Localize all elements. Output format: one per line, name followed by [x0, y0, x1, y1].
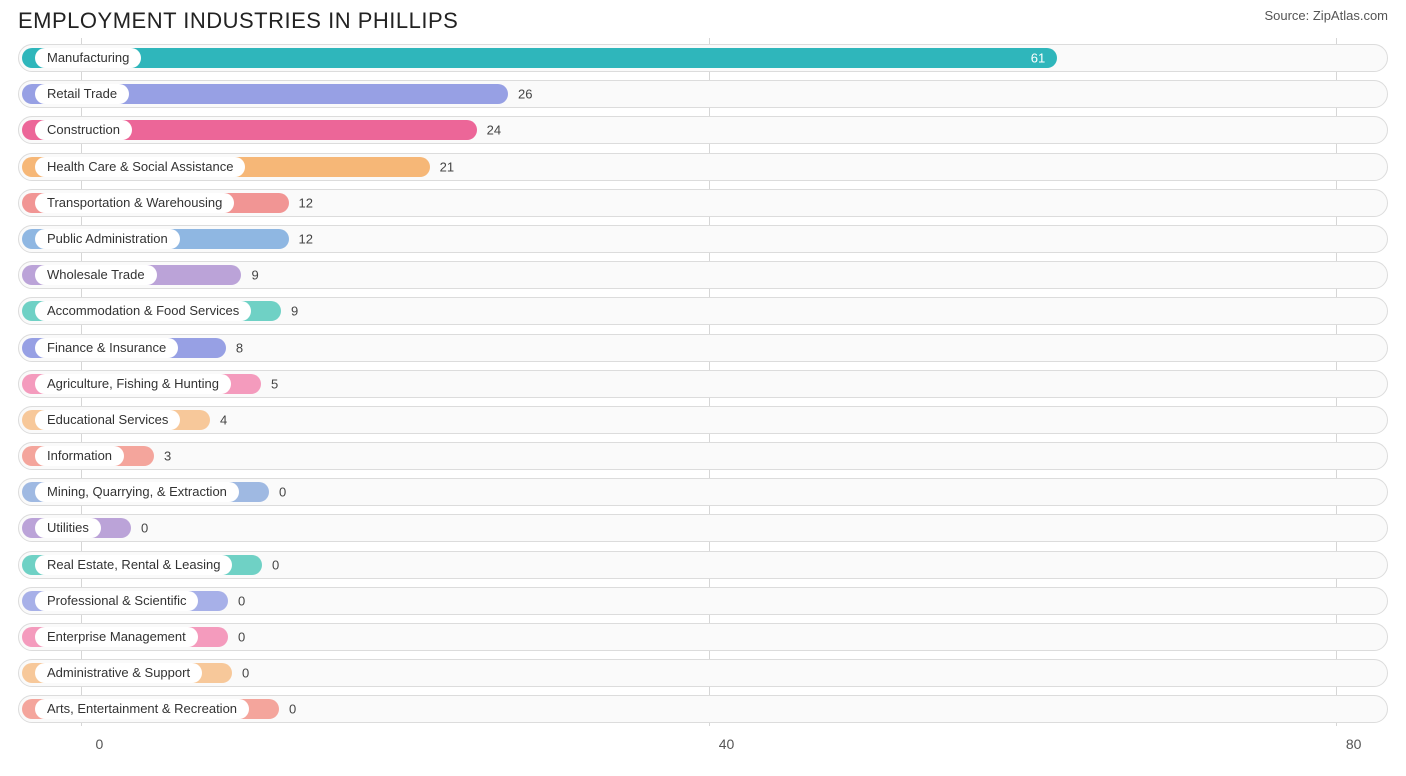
bar-row: Educational Services 4: [18, 406, 1388, 434]
bar-label: Administrative & Support: [35, 663, 202, 683]
bar-label: Finance & Insurance: [35, 338, 178, 358]
bar-row: Transportation & Warehousing 12: [18, 189, 1388, 217]
bar-value: 0: [238, 593, 245, 608]
bar-value: 0: [238, 630, 245, 645]
bar-label: Public Administration: [35, 229, 180, 249]
bar-label: Professional & Scientific: [35, 591, 198, 611]
bar-row: Professional & Scientific 0: [18, 587, 1388, 615]
bar-label: Wholesale Trade: [35, 265, 157, 285]
bar-row: Health Care & Social Assistance 21: [18, 153, 1388, 181]
bar-row: Finance & Insurance 8: [18, 334, 1388, 362]
bar-row: Real Estate, Rental & Leasing 0: [18, 551, 1388, 579]
chart-area: Manufacturing 61 Retail Trade 26 Constructio…: [0, 38, 1406, 758]
bar-row: Information 3: [18, 442, 1388, 470]
bar-row: Mining, Quarrying, & Extraction 0: [18, 478, 1388, 506]
bar-label: Utilities: [35, 518, 101, 538]
bar-value: 0: [141, 521, 148, 536]
bar-value: 12: [299, 195, 313, 210]
bar-label: Accommodation & Food Services: [35, 301, 251, 321]
bar-value: 3: [164, 449, 171, 464]
bar-value: 0: [289, 702, 296, 717]
bar-value: 24: [487, 123, 501, 138]
bar-label: Transportation & Warehousing: [35, 193, 234, 213]
bar-row: Utilities 0: [18, 514, 1388, 542]
bar-label: Agriculture, Fishing & Hunting: [35, 374, 231, 394]
bar-row: Retail Trade 26: [18, 80, 1388, 108]
bar-label: Real Estate, Rental & Leasing: [35, 555, 232, 575]
bar-row: Wholesale Trade 9: [18, 261, 1388, 289]
x-axis-label: 40: [719, 736, 735, 752]
bar-label: Arts, Entertainment & Recreation: [35, 699, 249, 719]
bar-rows: Manufacturing 61 Retail Trade 26 Constructio…: [18, 44, 1388, 723]
bar-value: 26: [518, 87, 532, 102]
bar-row: Accommodation & Food Services 9: [18, 297, 1388, 325]
x-axis-label: 80: [1346, 736, 1362, 752]
bar-value: 21: [440, 159, 454, 174]
bar-label: Educational Services: [35, 410, 180, 430]
bar-value: 9: [291, 304, 298, 319]
bar-label: Health Care & Social Assistance: [35, 157, 245, 177]
x-axis-label: 0: [95, 736, 103, 752]
bar-label: Enterprise Management: [35, 627, 198, 647]
bar-row: Administrative & Support 0: [18, 659, 1388, 687]
bar-row: Public Administration 12: [18, 225, 1388, 253]
bar-row: Enterprise Management 0: [18, 623, 1388, 651]
chart-title: EMPLOYMENT INDUSTRIES IN PHILLIPS: [18, 8, 458, 34]
bar-value: 61: [1031, 51, 1045, 66]
bar-row: Arts, Entertainment & Recreation 0: [18, 695, 1388, 723]
bar-label: Retail Trade: [35, 84, 129, 104]
bar-value: 0: [242, 666, 249, 681]
bar-label: Construction: [35, 120, 132, 140]
bar-value: 8: [236, 340, 243, 355]
bar-row: Manufacturing 61: [18, 44, 1388, 72]
bar-value: 9: [251, 268, 258, 283]
bar-value: 0: [279, 485, 286, 500]
bar-value: 5: [271, 376, 278, 391]
x-axis: 0 40 80: [18, 732, 1388, 758]
chart-source: Source: ZipAtlas.com: [1264, 8, 1388, 23]
bar-label: Manufacturing: [35, 48, 141, 68]
bar-value: 4: [220, 412, 227, 427]
bar-row: Agriculture, Fishing & Hunting 5: [18, 370, 1388, 398]
bar-fill: [22, 48, 1057, 68]
bar-label: Mining, Quarrying, & Extraction: [35, 482, 239, 502]
bar-value: 12: [299, 231, 313, 246]
chart-header: EMPLOYMENT INDUSTRIES IN PHILLIPS Source…: [0, 0, 1406, 38]
bar-value: 0: [272, 557, 279, 572]
bar-label: Information: [35, 446, 124, 466]
bar-row: Construction 24: [18, 116, 1388, 144]
